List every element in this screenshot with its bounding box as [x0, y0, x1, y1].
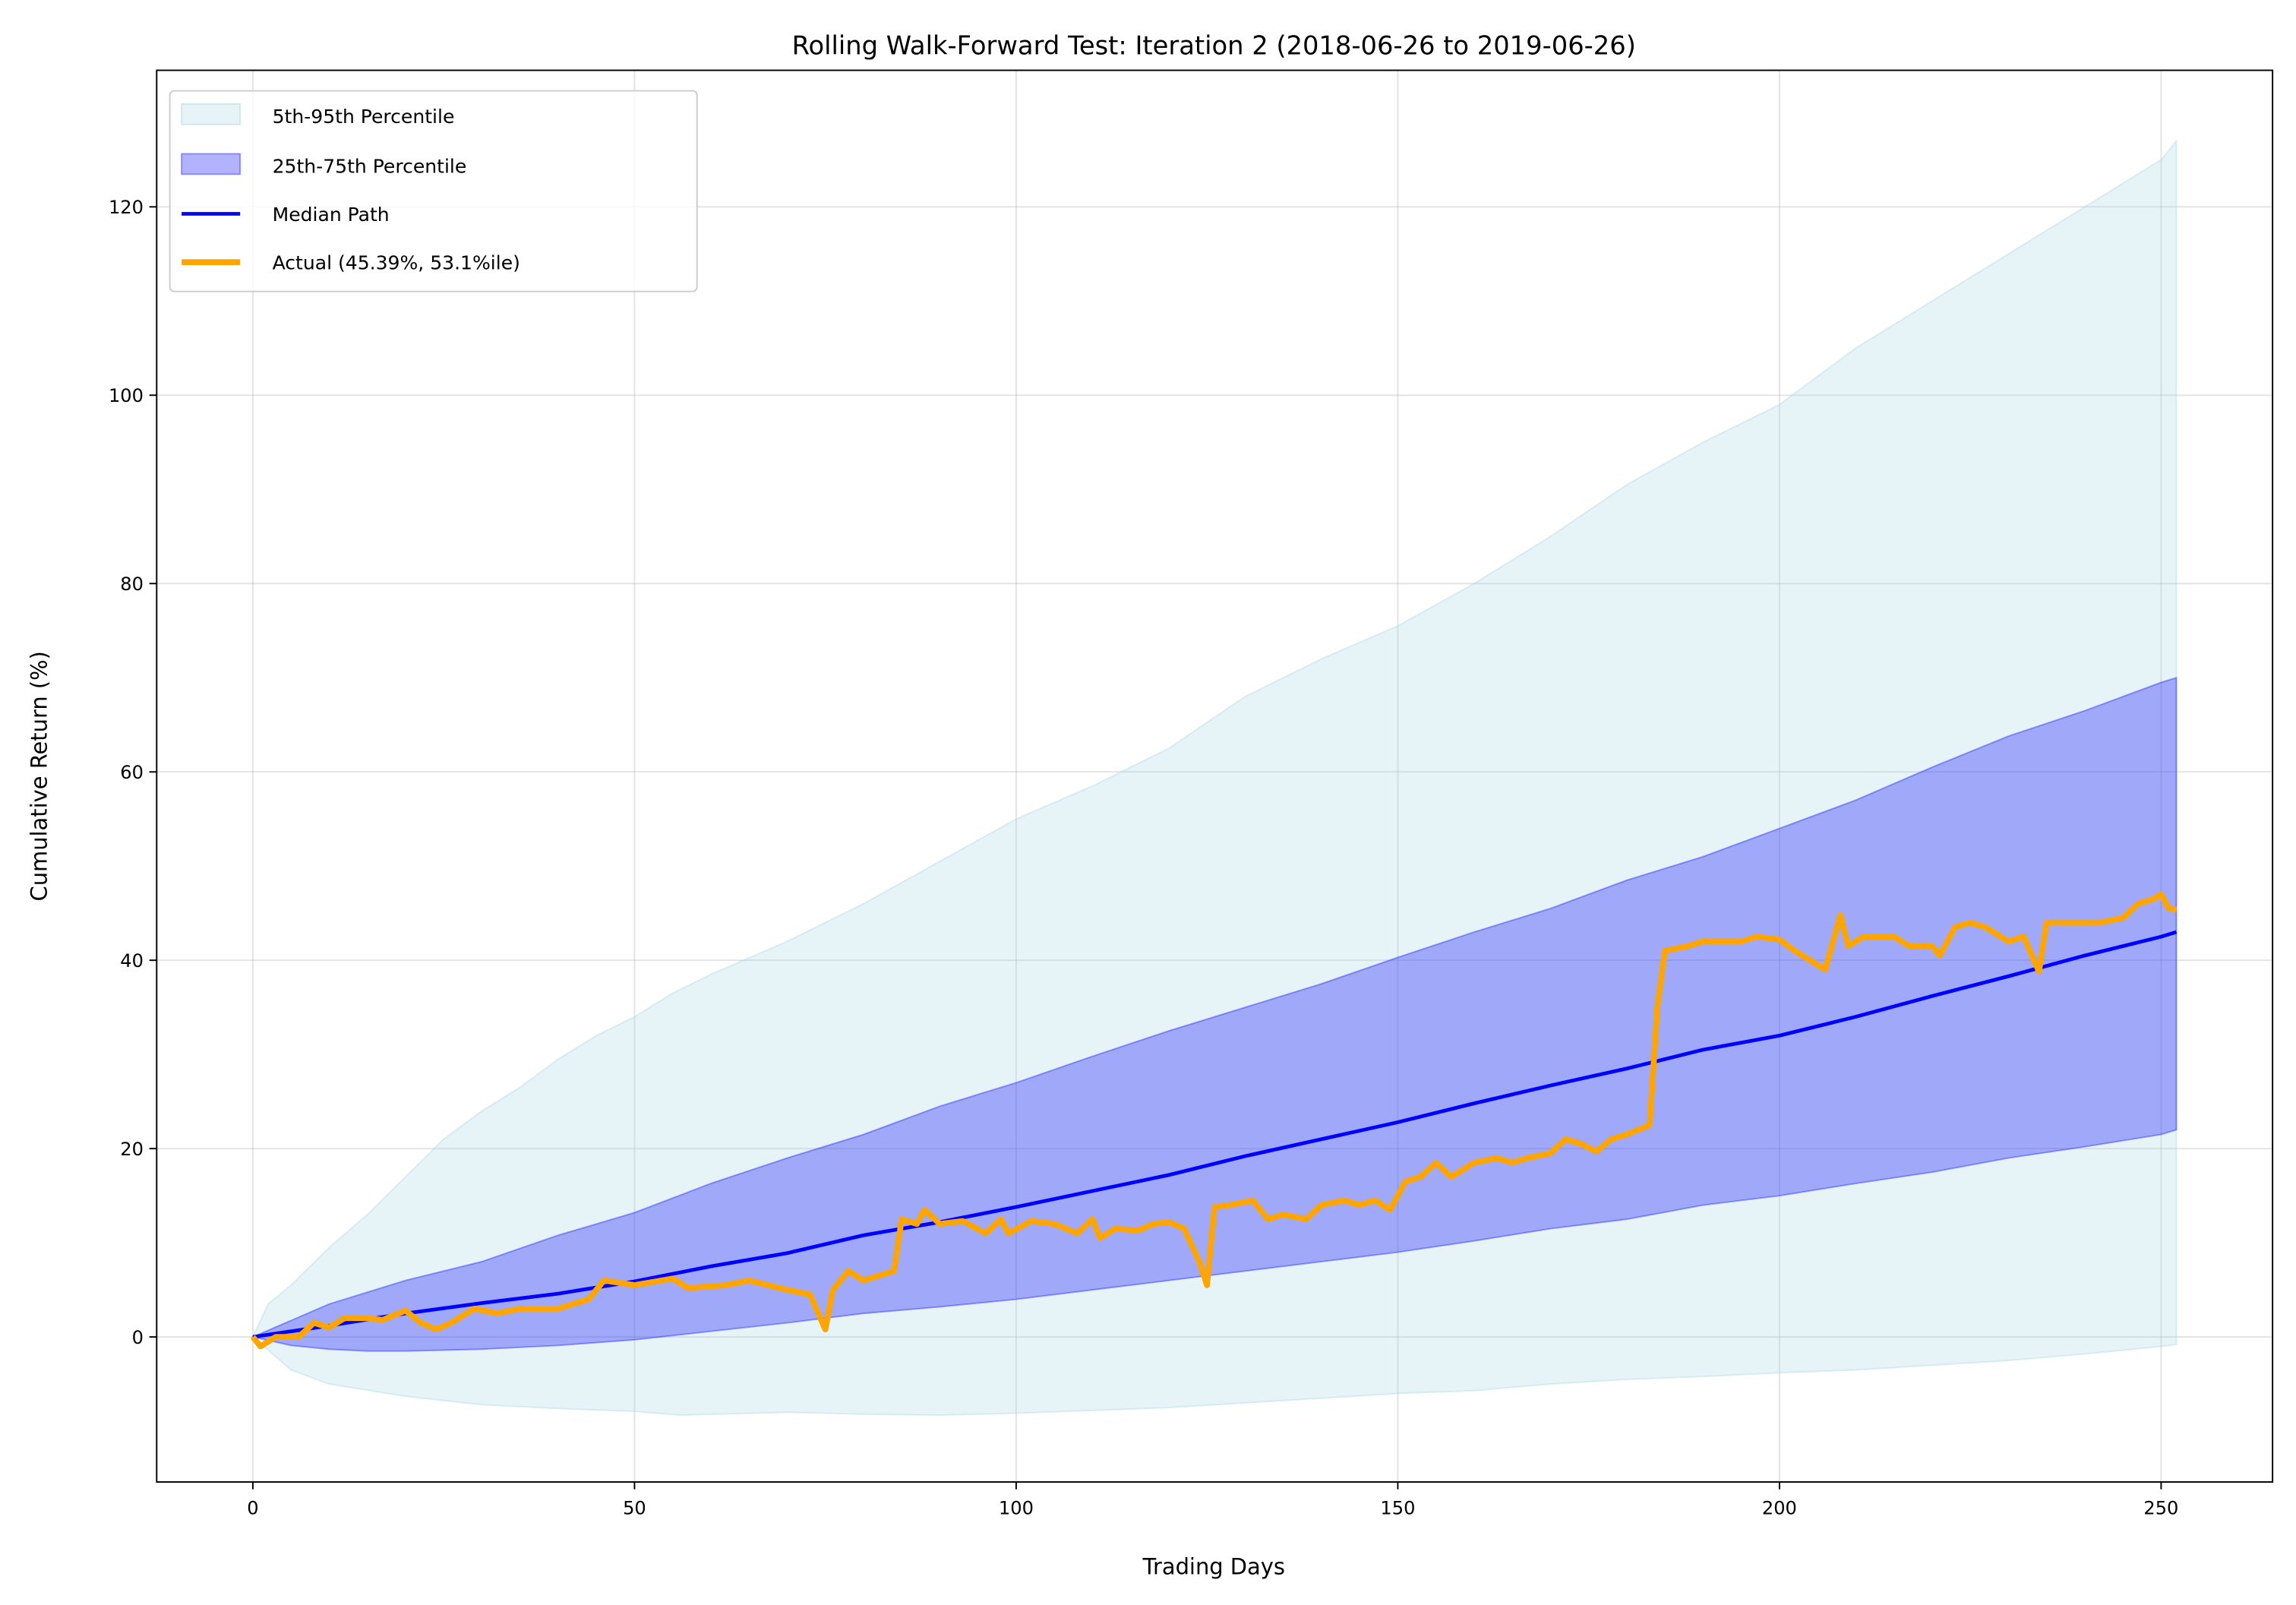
x-tick-label: 200 [1762, 1497, 1797, 1518]
chart-title: Rolling Walk-Forward Test: Iteration 2 (… [792, 30, 1636, 60]
band-5-95-percentile [251, 138, 2178, 1416]
y-tick-label: 100 [109, 385, 144, 406]
x-tick-label: 250 [2143, 1497, 2178, 1518]
y-tick-label: 60 [120, 762, 144, 783]
legend-frame [169, 90, 698, 292]
legend-label-median: Median Path [273, 204, 390, 226]
legend-label-inner-band: 25th-75th Percentile [273, 155, 467, 177]
legend: 5th-95th Percentile 25th-75th Percentile… [169, 90, 698, 292]
y-tick-label: 20 [120, 1139, 144, 1160]
plot-frame [156, 69, 2274, 1483]
grid [156, 70, 2273, 1483]
y-tick-label: 40 [120, 950, 144, 972]
legend-swatch-outer-band [181, 103, 242, 125]
band-25-75-percentile [250, 676, 2178, 1352]
legend-swatch-inner-band [181, 153, 242, 175]
x-tick-label: 150 [1380, 1497, 1415, 1518]
x-tick-label: 100 [999, 1497, 1034, 1518]
x-axis-label: Trading Days [1142, 1554, 1285, 1580]
x-tick-label: 50 [623, 1497, 646, 1518]
median-path-line [252, 930, 2178, 1339]
ticks: 0 50 100 150 200 250 0 20 40 60 80 100 120 [109, 197, 2178, 1518]
legend-label-outer-band: 5th-95th Percentile [273, 106, 455, 128]
y-tick-label: 0 [132, 1327, 144, 1348]
actual-line [250, 891, 2178, 1350]
lines [250, 891, 2178, 1350]
y-tick-label: 80 [120, 573, 144, 595]
y-tick-label: 120 [109, 197, 144, 218]
x-tick-label: 0 [247, 1497, 258, 1518]
legend-label-actual: Actual (45.39%, 53.1%ile) [273, 252, 520, 274]
y-axis-label: Cumulative Return (%) [27, 651, 52, 901]
bands [250, 138, 2178, 1416]
